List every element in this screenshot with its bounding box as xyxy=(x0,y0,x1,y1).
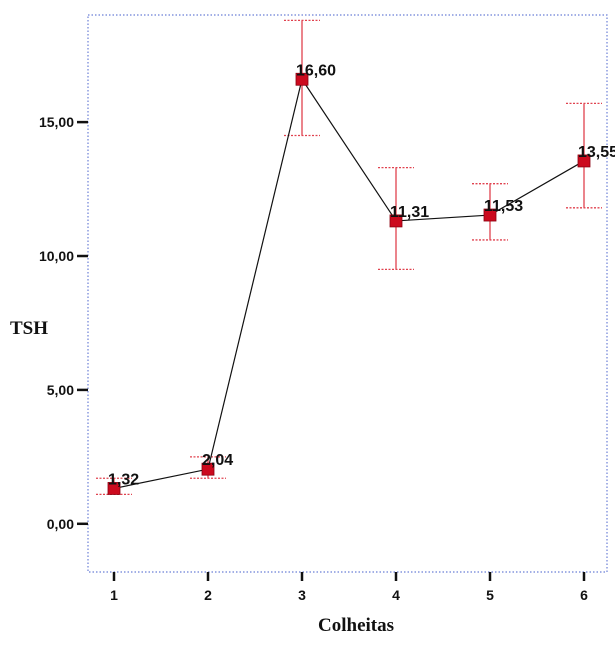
data-label: 13,55 xyxy=(578,144,615,161)
data-label: 1,32 xyxy=(108,471,139,488)
x-tick-label: 4 xyxy=(392,587,400,603)
data-label: 2,04 xyxy=(202,452,233,469)
y-tick-label: 15,00 xyxy=(39,114,74,130)
y-axis-title: TSH xyxy=(10,318,48,339)
x-axis-title: Colheitas xyxy=(318,615,394,636)
data-label: 11,31 xyxy=(390,204,429,221)
plot-frame xyxy=(88,15,607,572)
error-bars xyxy=(96,20,602,494)
data-labels: 1,32 2,04 16,60 11,31 11,53 13,55 xyxy=(108,62,615,488)
x-tick-label: 6 xyxy=(580,587,588,603)
data-label: 16,60 xyxy=(296,62,336,79)
y-tick-label: 5,00 xyxy=(47,382,74,398)
x-tick-label: 1 xyxy=(110,587,118,603)
data-markers xyxy=(108,73,590,494)
y-tick-label: 10,00 xyxy=(39,248,74,264)
series-line xyxy=(114,79,584,488)
x-axis-ticks: 1 2 3 4 5 6 xyxy=(110,572,588,603)
y-tick-label: 0,00 xyxy=(47,516,74,532)
x-tick-label: 2 xyxy=(204,587,212,603)
x-tick-label: 5 xyxy=(486,587,494,603)
x-tick-label: 3 xyxy=(298,587,306,603)
data-label: 11,53 xyxy=(484,198,523,215)
